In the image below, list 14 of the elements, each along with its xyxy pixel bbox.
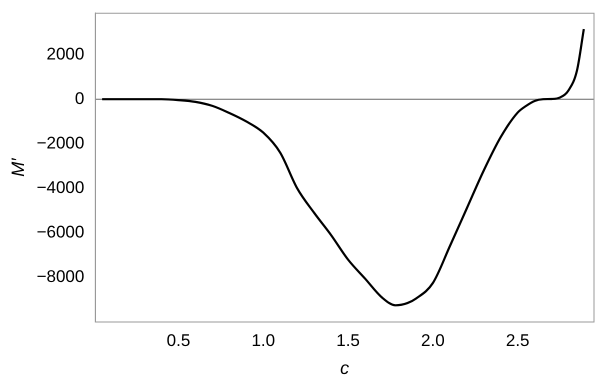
- x-tick-label: 1.0: [251, 330, 276, 350]
- x-tick-label: 0.5: [166, 330, 190, 350]
- line-series: [101, 28, 585, 306]
- y-tick-label: 2000: [46, 44, 84, 64]
- y-axis-title: M′: [8, 158, 28, 177]
- x-tick-label: 2.0: [421, 330, 445, 350]
- y-tick-label: −2000: [36, 133, 84, 152]
- x-tick-label: 2.5: [506, 330, 530, 350]
- y-tick-label: 0: [74, 88, 84, 108]
- x-axis-title: c: [340, 358, 350, 378]
- x-tick-label: 1.5: [336, 330, 360, 350]
- y-tick-label: −8000: [36, 267, 84, 286]
- y-tick-label: −6000: [36, 222, 84, 242]
- y-tick-label: −4000: [36, 178, 84, 198]
